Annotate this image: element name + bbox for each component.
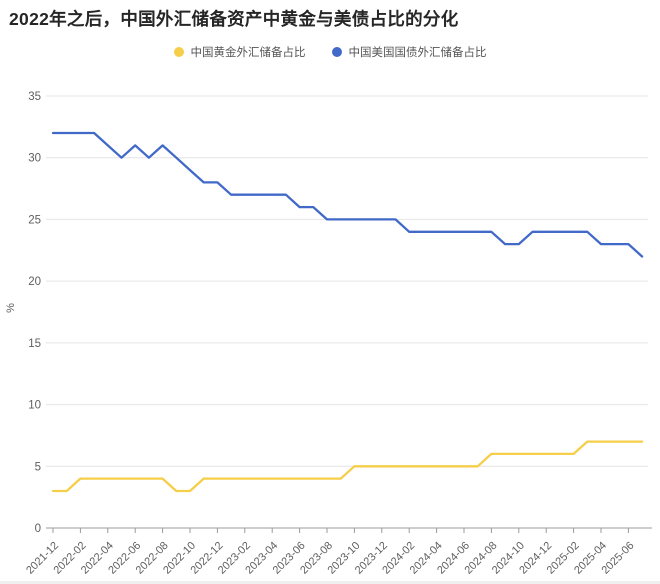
y-tick-label: 15 [28, 338, 41, 350]
bottom-edge-divider [0, 581, 660, 584]
y-axis-label: % [5, 303, 17, 313]
y-tick-label: 35 [28, 91, 41, 103]
chart-title: 2022年之后，中国外汇储备资产中黄金与美债占比的分化 [9, 9, 459, 29]
y-tick-label: 10 [28, 400, 41, 412]
legend-label-gold: 中国黄金外汇储备占比 [190, 47, 306, 59]
y-tick-label: 0 [35, 523, 41, 535]
legend-item-gold[interactable]: 中国黄金外汇储备占比 [173, 44, 306, 60]
legend-label-treasury: 中国美国国债外汇储备占比 [348, 47, 487, 59]
treasury-series-dot-icon [331, 47, 342, 57]
y-tick-label: 30 [28, 153, 41, 165]
y-tick-label: 20 [28, 276, 41, 288]
series-line-treasury [51, 131, 644, 258]
legend: 中国黄金外汇储备占比 中国美国国债外汇储备占比 [0, 44, 660, 60]
series-line-gold [51, 440, 644, 493]
gold-series-dot-icon [173, 47, 184, 57]
legend-item-treasury[interactable]: 中国美国国债外汇储备占比 [331, 44, 487, 60]
y-tick-label: 25 [28, 214, 41, 226]
y-tick-label: 5 [35, 461, 41, 473]
